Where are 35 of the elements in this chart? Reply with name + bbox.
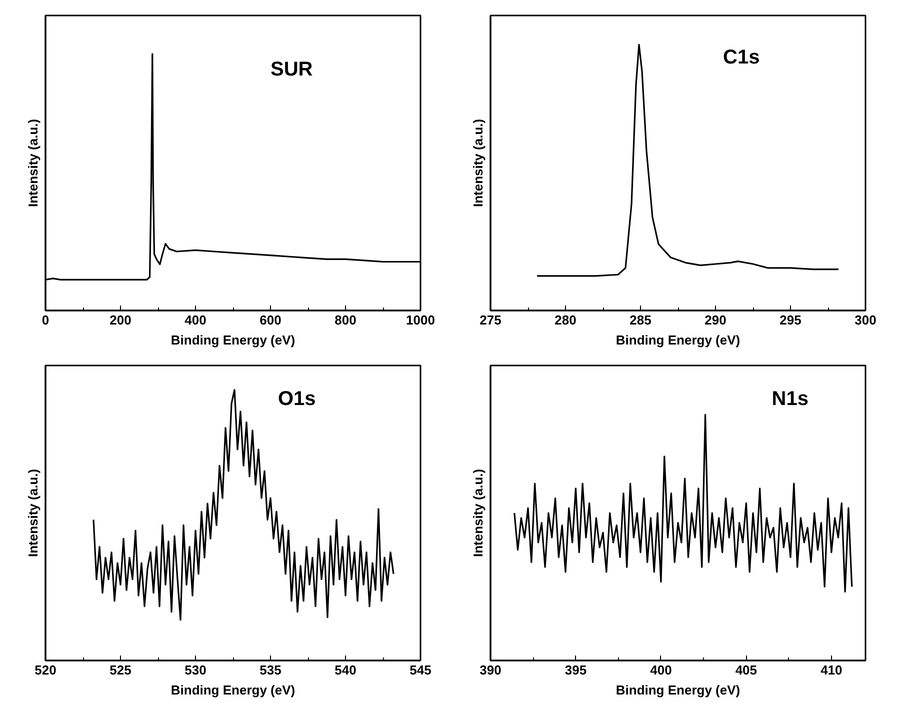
- y-axis-title: Intensity (a.u.): [470, 468, 486, 558]
- x-tick-label: 0: [42, 312, 50, 328]
- x-tick-label: 290: [704, 312, 726, 328]
- x-tick-label: 520: [34, 662, 56, 678]
- x-tick-label: 280: [554, 312, 576, 328]
- text: N1s: [772, 388, 808, 410]
- x-tick-label: 295: [780, 312, 802, 328]
- x-tick-label: 540: [334, 662, 356, 678]
- y-axis-title: Intensity (a.u.): [26, 468, 40, 558]
- x-tick-label: 200: [110, 312, 132, 328]
- x-tick-label: 530: [184, 662, 206, 678]
- x-tick-label: 390: [480, 662, 502, 678]
- x-tick-label: 545: [410, 662, 432, 678]
- x-tick-label: 405: [735, 662, 758, 678]
- x-tick-label: 800: [334, 312, 356, 328]
- y-axis-title: Intensity (a.u.): [470, 118, 486, 208]
- x-tick-label: 1000: [406, 312, 435, 328]
- x-tick-label: 300: [854, 312, 876, 328]
- x-tick-label: 400: [650, 662, 672, 678]
- x-axis-title: Binding Energy (eV): [170, 682, 296, 698]
- x-tick-label: 535: [260, 662, 282, 678]
- annotation: SUR: [270, 58, 314, 80]
- x-tick-label: 275: [480, 312, 502, 328]
- x-tick-label: 400: [184, 312, 206, 328]
- x-tick-label: 285: [630, 312, 652, 328]
- x-axis-title: Binding Energy (eV): [616, 682, 740, 698]
- x-axis-title: Binding Energy (eV): [170, 332, 296, 348]
- x-tick-label: 395: [564, 662, 587, 678]
- annotation: O1s: [278, 388, 316, 410]
- annotation: C1s: [723, 46, 760, 69]
- y-axis-title: Intensity (a.u.): [26, 118, 40, 208]
- x-tick-label: 600: [260, 312, 282, 328]
- x-tick-label: 525: [110, 662, 132, 678]
- x-tick-label: 410: [820, 662, 842, 678]
- x-axis-title: Binding Energy (eV): [616, 332, 740, 348]
